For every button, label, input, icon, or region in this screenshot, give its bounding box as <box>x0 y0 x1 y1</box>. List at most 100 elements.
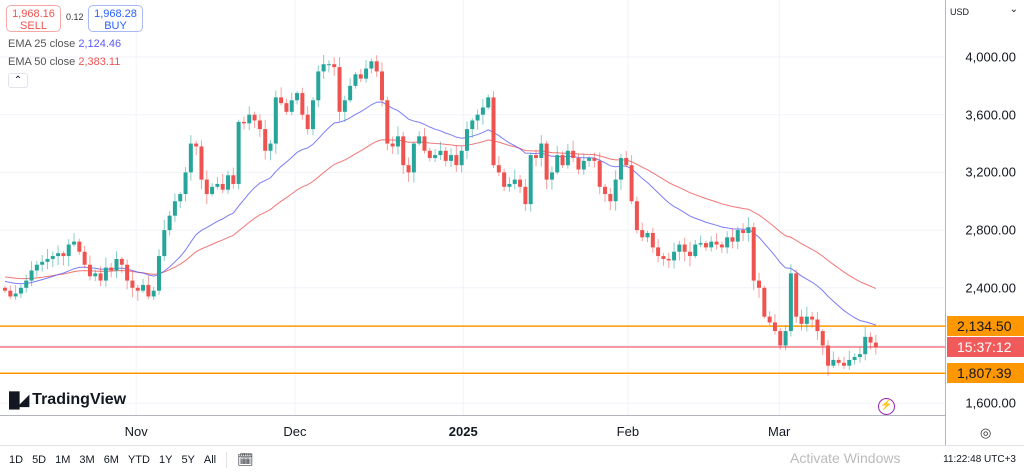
candle-body <box>300 93 305 115</box>
range-button-1d[interactable]: 1D <box>9 453 24 466</box>
time-axis[interactable]: Nov Dec 2025 Feb Mar <box>0 415 945 445</box>
candle-body <box>156 256 161 291</box>
currency-label[interactable]: USD <box>950 7 970 17</box>
x-tick-label: Feb <box>616 424 640 439</box>
clock[interactable]: 11:22:48 UTC+3 <box>943 454 1016 465</box>
candle-body <box>868 336 873 343</box>
candle-body <box>475 114 480 121</box>
chevron-up-icon[interactable]: ⌃ <box>8 73 28 88</box>
candle-body <box>279 97 284 104</box>
range-button-ytd[interactable]: YTD <box>127 453 150 466</box>
y-tick-label: 1,600.00 <box>965 395 1016 411</box>
price-axis[interactable]: USD ⌄ ◎ 4,000.00 3,600.00 3,200.00 2,800.00… <box>945 0 1024 445</box>
level-price-label[interactable]: 1,807.39 <box>947 363 1024 384</box>
candle-body <box>417 136 422 144</box>
candle-body <box>741 230 746 233</box>
x-tick-label: Dec <box>283 424 307 439</box>
candle-body <box>369 61 374 69</box>
candle-body <box>826 345 831 366</box>
candle-body <box>709 241 714 248</box>
candle-body <box>284 103 289 112</box>
candle-body <box>603 186 608 195</box>
level-price-label[interactable]: 2,134.50 <box>947 316 1024 337</box>
candle-body <box>794 273 799 317</box>
candle-body <box>326 64 331 66</box>
candle-body <box>56 253 61 257</box>
candle-body <box>640 230 645 238</box>
range-button-1m[interactable]: 1M <box>55 453 71 466</box>
range-button-3m[interactable]: 3M <box>79 453 95 466</box>
candle-body <box>66 244 71 257</box>
candle-body <box>231 175 236 184</box>
windows-watermark: Activate Windows <box>790 450 901 466</box>
range-button-6m[interactable]: 6M <box>103 453 119 466</box>
candle-body <box>571 150 576 158</box>
candle-body <box>103 267 108 281</box>
candle-body <box>395 136 400 147</box>
ema50-label: EMA 50 close <box>8 56 76 68</box>
candle-body <box>560 155 565 166</box>
candle-body <box>364 68 369 79</box>
ema50-legend[interactable]: EMA 50 close 2,383.11 <box>8 56 120 68</box>
flash-icon[interactable]: ⚡ <box>878 398 895 415</box>
candle-body <box>645 232 650 238</box>
candle-body <box>507 183 512 187</box>
candle-body <box>385 100 390 144</box>
y-tick-label: 2,800.00 <box>965 222 1016 238</box>
candle-body <box>87 264 92 277</box>
candle-body <box>18 287 23 294</box>
candle-body <box>873 342 878 347</box>
x-tick-label: Mar <box>767 424 791 439</box>
candle-body <box>50 256 55 259</box>
price-chart[interactable] <box>0 0 945 415</box>
candle-body <box>751 227 756 281</box>
range-button-5d[interactable]: 5D <box>32 453 47 466</box>
candle-body <box>587 157 592 161</box>
ema25-label: EMA 25 close <box>8 38 76 50</box>
candle-body <box>305 114 310 130</box>
candle-body <box>624 157 629 166</box>
candle-body <box>698 243 703 245</box>
candle-body <box>634 201 639 231</box>
candle-body <box>390 143 395 147</box>
candle-body <box>687 251 692 257</box>
candle-body <box>656 247 661 257</box>
candle-body <box>427 150 432 158</box>
calendar-range-icon[interactable]: 🗓 <box>237 451 254 467</box>
settings-icon[interactable]: ◎ <box>980 425 992 440</box>
candle-body <box>565 150 570 166</box>
candle-body <box>735 230 740 242</box>
candle-body <box>358 74 363 79</box>
buy-button[interactable]: 1,968.28 BUY <box>88 5 143 32</box>
range-button-all[interactable]: All <box>203 453 217 466</box>
candle-body <box>151 290 156 297</box>
range-button-5y[interactable]: 5Y <box>181 453 195 466</box>
tradingview-logo-icon: █◢ <box>9 392 29 409</box>
ema25-value: 2,124.46 <box>78 38 122 50</box>
candle-body <box>273 97 278 144</box>
candle-body <box>666 258 671 261</box>
chevron-down-icon[interactable]: ⌄ <box>1009 4 1018 15</box>
candle-body <box>172 201 177 216</box>
sell-button[interactable]: 1,968.16 SELL <box>6 5 61 32</box>
candle-body <box>454 155 459 166</box>
bar-countdown: 15:37:12 <box>947 336 1024 357</box>
candle-body <box>3 287 7 291</box>
candle-body <box>443 150 448 161</box>
candle-body <box>528 155 533 205</box>
ema25-legend[interactable]: EMA 25 close 2,124.46 <box>8 38 121 50</box>
candle-body <box>93 273 98 277</box>
range-button-1y[interactable]: 1Y <box>158 453 173 466</box>
candle-body <box>544 143 549 180</box>
candle-body <box>72 241 77 245</box>
candle-body <box>135 287 140 291</box>
tradingview-logo[interactable]: █◢ TradingView <box>9 391 126 409</box>
candle-body <box>183 172 188 195</box>
y-tick-label: 3,600.00 <box>965 107 1016 123</box>
x-tick-label: Nov <box>124 424 148 439</box>
candle-body <box>188 143 193 173</box>
candle-body <box>342 100 347 112</box>
candle-body <box>523 186 528 205</box>
candle-body <box>337 67 342 112</box>
candle-body <box>608 194 613 202</box>
